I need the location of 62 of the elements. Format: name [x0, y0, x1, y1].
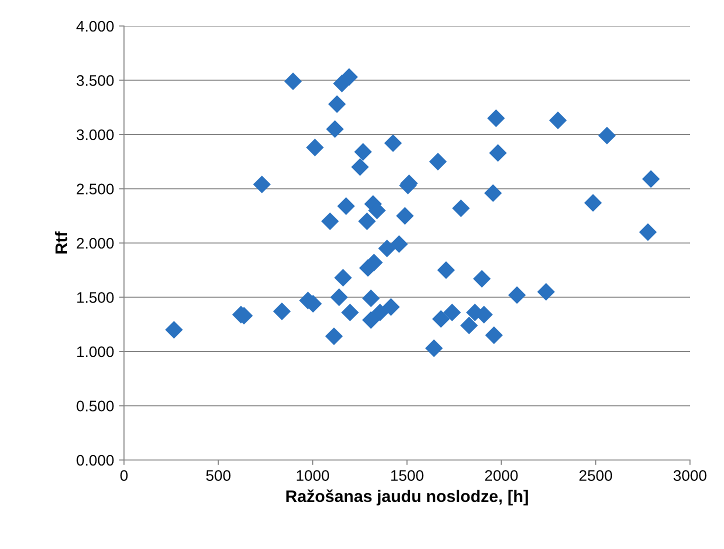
x-tick-label: 2000 — [485, 470, 518, 481]
point — [549, 112, 566, 129]
point — [642, 170, 660, 188]
point — [438, 262, 455, 279]
point — [432, 310, 450, 328]
point — [537, 283, 555, 300]
point — [452, 200, 470, 217]
point — [306, 138, 324, 156]
point — [358, 212, 376, 230]
point — [362, 311, 380, 329]
x-tick-label: 1000 — [296, 470, 330, 481]
point — [396, 207, 414, 224]
point — [489, 144, 506, 162]
y-tick-label: 3.500 — [76, 75, 114, 86]
y-tick-label: 4.000 — [76, 20, 114, 32]
x-tick-label: 3000 — [674, 470, 706, 481]
point — [429, 153, 446, 170]
point — [330, 288, 348, 306]
point — [508, 286, 526, 304]
point — [584, 194, 602, 212]
x-axis-title: Ražošanas jaudu noslodze, [h] — [286, 490, 528, 506]
point — [325, 328, 343, 345]
y-tick-label: 1.500 — [77, 292, 114, 303]
point — [362, 290, 380, 307]
point — [460, 316, 478, 334]
point — [390, 236, 408, 253]
point — [273, 302, 290, 320]
y-tick-label: 0.000 — [76, 454, 114, 466]
point — [334, 269, 352, 286]
point — [354, 143, 372, 160]
point — [473, 270, 490, 288]
point — [328, 96, 346, 113]
x-tick-label: 0 — [120, 470, 128, 481]
point — [378, 240, 396, 257]
point — [340, 68, 358, 86]
y-axis-title: Rtf — [54, 231, 68, 254]
y-tick-label: 2.000 — [76, 238, 114, 249]
point — [321, 212, 339, 230]
point — [165, 321, 183, 338]
y-tick-label: 2.500 — [76, 184, 114, 194]
y-tick-label: 3.000 — [76, 129, 114, 140]
point — [326, 120, 344, 138]
point — [484, 184, 502, 202]
point — [371, 304, 389, 321]
point — [284, 72, 302, 90]
x-tick-label: 2500 — [579, 470, 612, 481]
x-tick-label: 1500 — [391, 470, 424, 481]
point — [382, 298, 400, 316]
point — [639, 224, 656, 241]
point — [341, 304, 359, 321]
point — [485, 326, 503, 344]
point — [338, 198, 355, 215]
y-tick-label: 1.000 — [77, 346, 114, 358]
point — [598, 127, 616, 144]
point — [384, 134, 402, 152]
point — [425, 340, 443, 357]
point — [488, 110, 505, 127]
point — [444, 304, 461, 321]
x-tick-label: 500 — [206, 470, 230, 481]
point — [351, 158, 369, 176]
y-tick-label: 0.500 — [76, 400, 114, 412]
point — [253, 176, 270, 193]
